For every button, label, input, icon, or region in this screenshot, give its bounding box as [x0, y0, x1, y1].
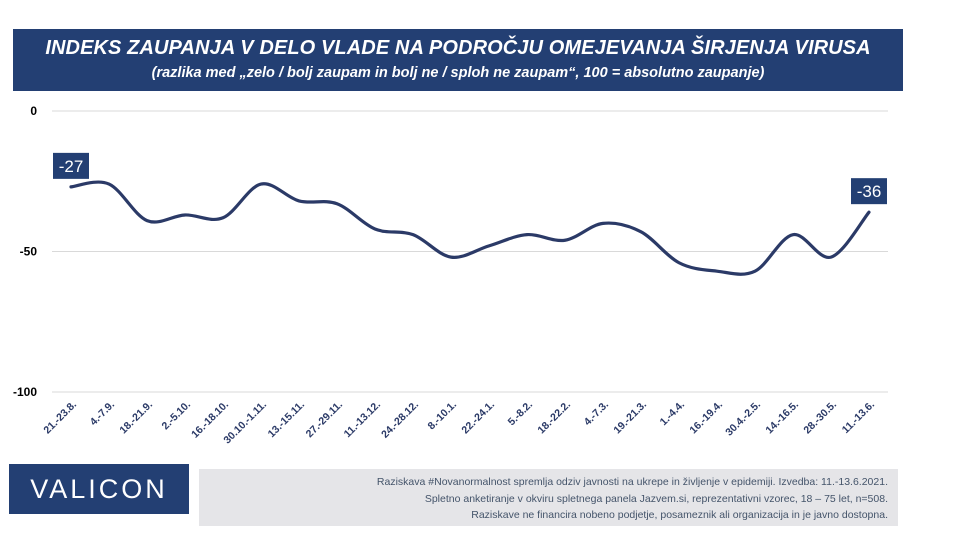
chart-header: INDEKS ZAUPANJA V DELO VLADE NA PODROČJU… [13, 29, 903, 91]
x-tick-label: 18.-21.9. [117, 399, 155, 437]
x-tick-label: 28.-30.5. [801, 399, 839, 437]
x-tick-label: 4.-7.3. [582, 399, 612, 429]
valicon-logo: VALICON [9, 464, 189, 514]
x-tick-label: 16.-19.4. [687, 399, 725, 437]
x-tick-label: 22.-24.1. [459, 399, 497, 437]
x-tick-label: 21.-23.8. [41, 399, 79, 437]
chart-title: INDEKS ZAUPANJA V DELO VLADE NA PODROČJU… [45, 37, 871, 59]
x-tick-label: 24.-28.12. [379, 399, 421, 441]
data-label: -36 [857, 182, 882, 201]
x-tick-label: 8.-10.1. [425, 399, 459, 433]
footnote-line-1: Raziskava #Novanormalnost spremlja odziv… [376, 476, 888, 488]
y-tick-label: -50 [20, 245, 38, 259]
data-label-box [53, 152, 89, 179]
x-tick-label: 2.-5.10. [159, 399, 193, 433]
x-tick-label: 5.-8.2. [506, 399, 536, 429]
x-tick-label: 18.-22.2. [535, 399, 573, 437]
footnote-line-2: Spletno anketiranje v okviru spletnega p… [424, 492, 888, 505]
y-tick-label: 0 [30, 104, 37, 118]
series-line [69, 180, 871, 276]
data-label: -27 [59, 157, 84, 176]
x-tick-label: 4.-7.9. [88, 399, 118, 429]
x-tick-label: 30.4.-2.5. [723, 399, 763, 439]
x-tick-label: 11.-13.12. [342, 399, 384, 441]
x-tick-label: 14.-16.5. [763, 399, 801, 437]
footnote-box: Raziskava #Novanormalnost spremlja odziv… [199, 469, 898, 526]
x-tick-label: 27.-29.11. [304, 399, 346, 441]
x-tick-label: 13.-15.11. [266, 399, 308, 441]
x-tick-label: 19.-21.3. [611, 399, 649, 437]
chart-subtitle: (razlika med „zelo / bolj zaupam in bolj… [151, 65, 765, 81]
data-label-box [851, 178, 887, 205]
x-tick-label: 1.-4.4. [658, 399, 688, 429]
x-tick-label: 11.-13.6. [840, 399, 877, 436]
y-tick-label: -100 [13, 385, 37, 399]
footnote-line-3: Raziskave ne financira nobeno podjetje, … [471, 509, 888, 521]
